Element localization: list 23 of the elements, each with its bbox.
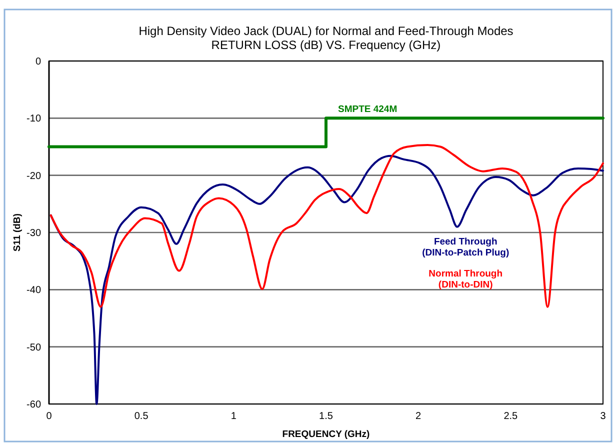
x-tick-label: 0.5 — [134, 411, 149, 422]
line-series — [50, 144, 604, 308]
series-label: SMPTE 424M — [338, 104, 398, 116]
y-tick-label: -30 — [26, 228, 42, 239]
x-axis-title: FREQUENCY (GHz) — [282, 429, 370, 440]
x-tick-label: 3 — [600, 411, 606, 422]
x-tick-label: 1 — [230, 411, 237, 422]
y-tick-label: -60 — [26, 400, 42, 410]
chart-subtitle: RETURN LOSS (dB) VS. Frequency (GHz) — [211, 38, 441, 52]
y-tick-label: 0 — [35, 56, 42, 68]
y-tick-label: -10 — [26, 114, 42, 125]
y-tick-label: -20 — [26, 170, 42, 182]
chart-title: High Density Video Jack (DUAL) for Normal and Feed-Through Modes — [138, 24, 514, 38]
y-axis-title: S11 (dB) — [12, 213, 23, 252]
text: Normal Through (DIN-to-DIN) — [428, 268, 503, 291]
y-tick-label: -40 — [26, 285, 42, 296]
line-series — [50, 154, 604, 405]
y-tick-label: -50 — [26, 342, 42, 354]
text: Feed Through (DIN-to-Patch Plug) — [422, 236, 510, 259]
x-tick-label: 2.5 — [504, 411, 518, 422]
x-tick-label: 1.5 — [319, 411, 334, 422]
x-tick-label: 2 — [416, 411, 422, 422]
x-tick-label: 0 — [46, 411, 52, 422]
